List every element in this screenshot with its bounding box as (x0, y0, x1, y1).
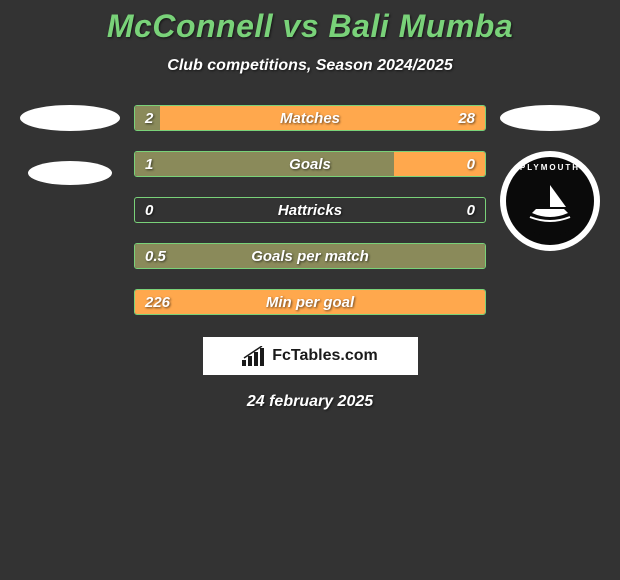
plymouth-badge: PLYMOUTH (500, 151, 600, 251)
subtitle: Club competitions, Season 2024/2025 (0, 57, 620, 75)
right-club-logo-1 (500, 105, 600, 131)
bar-label: Min per goal (135, 290, 485, 314)
plymouth-text: PLYMOUTH (520, 163, 580, 172)
stat-bar: 0.5Goals per match (134, 243, 486, 269)
brand-chart-icon (242, 346, 266, 366)
page-title: McConnell vs Bali Mumba (0, 8, 620, 45)
brand-box: FcTables.com (203, 337, 418, 375)
bar-label: Matches (135, 106, 485, 130)
stat-bar: 00Hattricks (134, 197, 486, 223)
left-player-column (10, 105, 130, 185)
stat-bar: 226Min per goal (134, 289, 486, 315)
bar-label: Hattricks (135, 198, 485, 222)
date-line: 24 february 2025 (0, 393, 620, 411)
bar-label: Goals (135, 152, 485, 176)
right-player-column: PLYMOUTH (490, 105, 610, 251)
stats-bars: 228Matches 10Goals 00Hattricks 0.5Goals per… (130, 105, 490, 315)
stat-bar: 10Goals (134, 151, 486, 177)
plymouth-ship-icon (515, 166, 585, 236)
comparison-infographic: McConnell vs Bali Mumba Club competition… (0, 0, 620, 411)
left-club-logo-2 (28, 161, 112, 185)
brand-text: FcTables.com (272, 347, 378, 365)
stat-bar: 228Matches (134, 105, 486, 131)
bar-label: Goals per match (135, 244, 485, 268)
left-club-logo-1 (20, 105, 120, 131)
main-row: 228Matches 10Goals 00Hattricks 0.5Goals per… (0, 105, 620, 315)
